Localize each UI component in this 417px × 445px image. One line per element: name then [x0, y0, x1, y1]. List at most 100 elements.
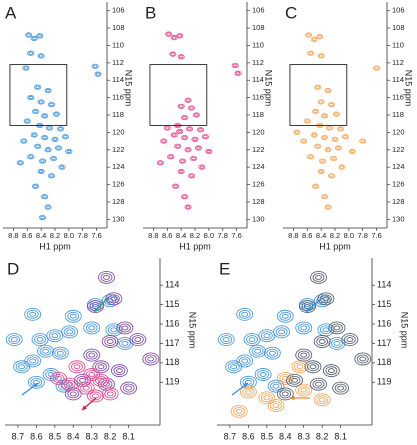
x-tick-label: 8.6 [22, 231, 32, 240]
peak-contour [301, 139, 306, 143]
peak-contour [178, 169, 184, 174]
peak-contour [206, 149, 212, 154]
peak-contour [267, 379, 285, 393]
peak-contour [104, 337, 117, 346]
peak-contour [25, 119, 30, 123]
y-tick-label: 112 [112, 58, 124, 67]
peak-contour [316, 337, 329, 346]
zoom-box [149, 64, 208, 126]
y-tick-label: 116 [112, 93, 124, 102]
peak-contour [220, 335, 233, 345]
peak-contour [334, 383, 347, 393]
peak-contour [32, 133, 37, 137]
peak-contour [73, 364, 81, 370]
peak-contour [201, 134, 209, 140]
peak-contour [332, 111, 340, 117]
peak-contour [311, 108, 320, 115]
y-tick-label: 128 [252, 197, 265, 206]
peak-contour [31, 183, 40, 189]
peak-contour [308, 51, 313, 55]
peak-contour [56, 126, 65, 132]
peak-contour [52, 373, 65, 383]
peak-contour [317, 35, 322, 39]
x-tick-label: 8.6 [242, 431, 255, 441]
peak-contour [28, 51, 33, 55]
y-tick-label: 120 [112, 127, 125, 136]
peak-contour [21, 139, 26, 143]
peak-contour [241, 311, 249, 317]
y-tick-label: 119 [377, 377, 391, 387]
peak-contour [38, 169, 44, 174]
peak-contour [37, 53, 45, 59]
peak-contour [320, 135, 329, 141]
peak-contour [196, 146, 201, 150]
y-tick-label: 122 [252, 145, 265, 154]
y-axis-label: N15 ppm [400, 312, 410, 349]
peak-contour [116, 336, 134, 350]
peak-contour [298, 300, 316, 313]
peak-contour [257, 370, 270, 379]
y-tick-label: 115 [165, 299, 179, 309]
peak-contour [315, 85, 320, 89]
peak-contour [142, 352, 160, 366]
peak-contour [105, 292, 123, 306]
x-tick-label: 8.2 [50, 231, 60, 240]
peak-contour [177, 103, 185, 109]
x-tick-label: 7.8 [78, 231, 88, 240]
peak-contour [304, 360, 322, 374]
panel-label: A [5, 3, 17, 22]
y-tick-label: 130 [392, 214, 405, 223]
arrow-head [243, 383, 248, 388]
peak-contour [305, 119, 310, 123]
peak-contour [103, 274, 110, 280]
peak-contour [44, 204, 52, 210]
peak-contour [194, 113, 199, 117]
peak-contour [61, 325, 79, 339]
peak-contour [50, 155, 58, 162]
peak-contour [317, 53, 325, 59]
peak-contour [120, 381, 138, 395]
x-tick-label: 8.0 [64, 231, 74, 240]
peak-contour [303, 118, 311, 124]
plot-area [16, 32, 102, 221]
peak-contour [332, 381, 350, 395]
peak-contour [333, 340, 341, 346]
peak-contour [227, 362, 240, 372]
peak-contour [192, 137, 198, 141]
y-tick-label: 108 [112, 23, 125, 32]
peak-contour [165, 31, 173, 37]
peak-contour [281, 313, 289, 319]
peak-contour [63, 327, 76, 337]
peak-contour [182, 195, 187, 199]
peak-contour [325, 89, 331, 93]
peak-contour [308, 155, 313, 159]
peak-contour [316, 34, 324, 40]
peak-contour [29, 311, 37, 317]
peak-contour [95, 72, 101, 76]
peak-contour [27, 50, 35, 56]
arrow-head [94, 307, 99, 312]
peak-contour [45, 370, 58, 379]
peak-contour [313, 393, 331, 407]
y-tick-label: 118 [112, 110, 124, 119]
peak-contour [322, 327, 330, 333]
peak-contour [294, 130, 300, 134]
peak-contour [88, 325, 96, 331]
peak-contour [67, 311, 80, 321]
peak-contour [47, 126, 52, 130]
peak-contour [238, 356, 251, 366]
peak-contour [40, 159, 45, 163]
peak-contour [238, 309, 251, 319]
peak-contour [312, 37, 317, 41]
peak-contour [171, 36, 177, 40]
peak-contour [306, 33, 311, 37]
peak-contour [234, 70, 242, 76]
peak-contour [160, 138, 168, 144]
peak-contour [173, 184, 178, 188]
y-tick-label: 112 [392, 58, 404, 67]
peak-contour [118, 338, 131, 348]
peak-contour [341, 333, 359, 347]
peak-contour [91, 393, 99, 399]
peak-contour [76, 375, 89, 385]
peak-contour [310, 377, 327, 391]
